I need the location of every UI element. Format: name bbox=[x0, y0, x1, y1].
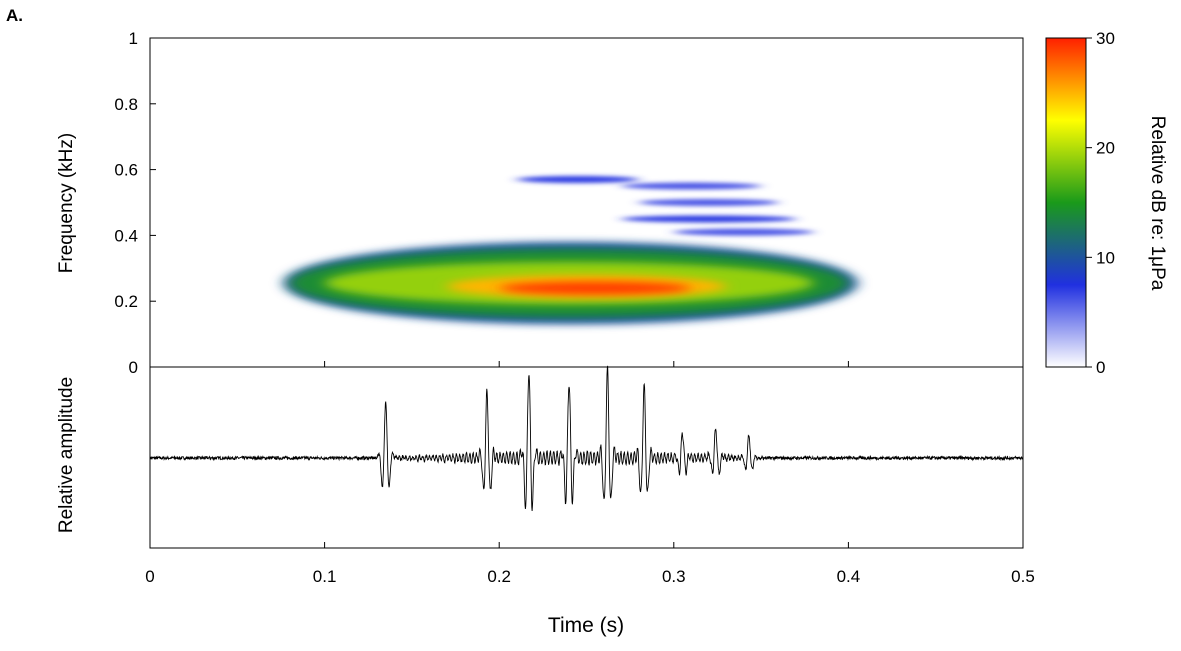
colorbar-label: Relative dB re: 1μPa bbox=[1147, 116, 1168, 291]
frequency-tick-label: 0.4 bbox=[114, 226, 138, 245]
harmonic-band-4 bbox=[673, 228, 814, 236]
time-axis: 0 0.1 0.2 0.3 0.4 0.5 bbox=[145, 361, 1035, 586]
harmonic-band-1 bbox=[621, 182, 762, 190]
harmonic-band-0 bbox=[516, 175, 639, 183]
frequency-tick-label: 1 bbox=[129, 29, 138, 48]
harmonic-band-3 bbox=[621, 215, 797, 223]
colorbar-axis: 0 10 20 30 bbox=[1086, 29, 1115, 377]
time-tick-label: 0.4 bbox=[837, 567, 861, 586]
frequency-tick-label: 0.8 bbox=[114, 95, 138, 114]
time-tick-label: 0.5 bbox=[1011, 567, 1035, 586]
time-tick-label: 0.2 bbox=[487, 567, 511, 586]
frequency-tick-label: 0.2 bbox=[114, 292, 138, 311]
spectrogram-image bbox=[284, 175, 858, 325]
spectrogram-band-4 bbox=[499, 281, 692, 295]
colorbar-tick-label: 30 bbox=[1096, 29, 1115, 48]
panel-label: A. bbox=[6, 6, 23, 25]
waveform-trace bbox=[149, 365, 1024, 511]
amplitude-axis-label: Relative amplitude bbox=[56, 377, 77, 533]
harmonic-band-2 bbox=[638, 199, 779, 206]
time-tick-label: 0 bbox=[145, 567, 154, 586]
colorbar bbox=[1045, 37, 1087, 368]
time-tick-label: 0.3 bbox=[662, 567, 686, 586]
colorbar-tick-label: 20 bbox=[1096, 139, 1115, 158]
frequency-axis-label: Frequency (kHz) bbox=[56, 133, 77, 273]
frequency-tick-label: 0 bbox=[129, 358, 138, 377]
frequency-tick-label: 0.6 bbox=[114, 161, 138, 180]
colorbar-tick-label: 10 bbox=[1096, 248, 1115, 267]
time-tick-label: 0.1 bbox=[313, 567, 337, 586]
waveform-line bbox=[149, 365, 1024, 511]
colorbar-tick-label: 0 bbox=[1096, 358, 1105, 377]
time-axis-label: Time (s) bbox=[548, 614, 624, 637]
frequency-axis: 0 0.2 0.4 0.6 0.8 1 bbox=[114, 29, 156, 377]
